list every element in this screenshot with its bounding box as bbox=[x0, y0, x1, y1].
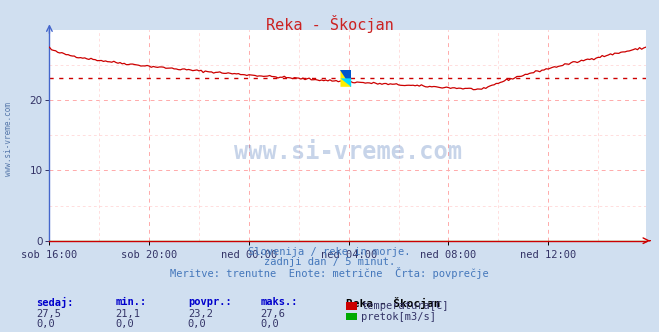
Text: 0,0: 0,0 bbox=[36, 319, 55, 329]
Text: min.:: min.: bbox=[115, 297, 146, 307]
Text: zadnji dan / 5 minut.: zadnji dan / 5 minut. bbox=[264, 257, 395, 267]
Text: maks.:: maks.: bbox=[260, 297, 298, 307]
Text: Reka - Škocjan: Reka - Škocjan bbox=[346, 297, 440, 309]
Polygon shape bbox=[341, 78, 351, 87]
Text: Reka - Škocjan: Reka - Škocjan bbox=[266, 15, 393, 33]
Text: temperatura[C]: temperatura[C] bbox=[361, 301, 449, 311]
Text: Meritve: trenutne  Enote: metrične  Črta: povprečje: Meritve: trenutne Enote: metrične Črta: … bbox=[170, 267, 489, 279]
Text: pretok[m3/s]: pretok[m3/s] bbox=[361, 312, 436, 322]
Text: 27,6: 27,6 bbox=[260, 309, 285, 319]
Text: Slovenija / reke in morje.: Slovenija / reke in morje. bbox=[248, 247, 411, 257]
Text: 27,5: 27,5 bbox=[36, 309, 61, 319]
Polygon shape bbox=[341, 70, 351, 87]
Text: 23,2: 23,2 bbox=[188, 309, 213, 319]
Text: www.si-vreme.com: www.si-vreme.com bbox=[234, 140, 461, 164]
Text: 21,1: 21,1 bbox=[115, 309, 140, 319]
Text: 0,0: 0,0 bbox=[260, 319, 279, 329]
Text: sedaj:: sedaj: bbox=[36, 297, 74, 308]
Text: povpr.:: povpr.: bbox=[188, 297, 231, 307]
Text: www.si-vreme.com: www.si-vreme.com bbox=[4, 103, 13, 176]
Polygon shape bbox=[341, 70, 351, 87]
Text: 0,0: 0,0 bbox=[188, 319, 206, 329]
Text: 0,0: 0,0 bbox=[115, 319, 134, 329]
